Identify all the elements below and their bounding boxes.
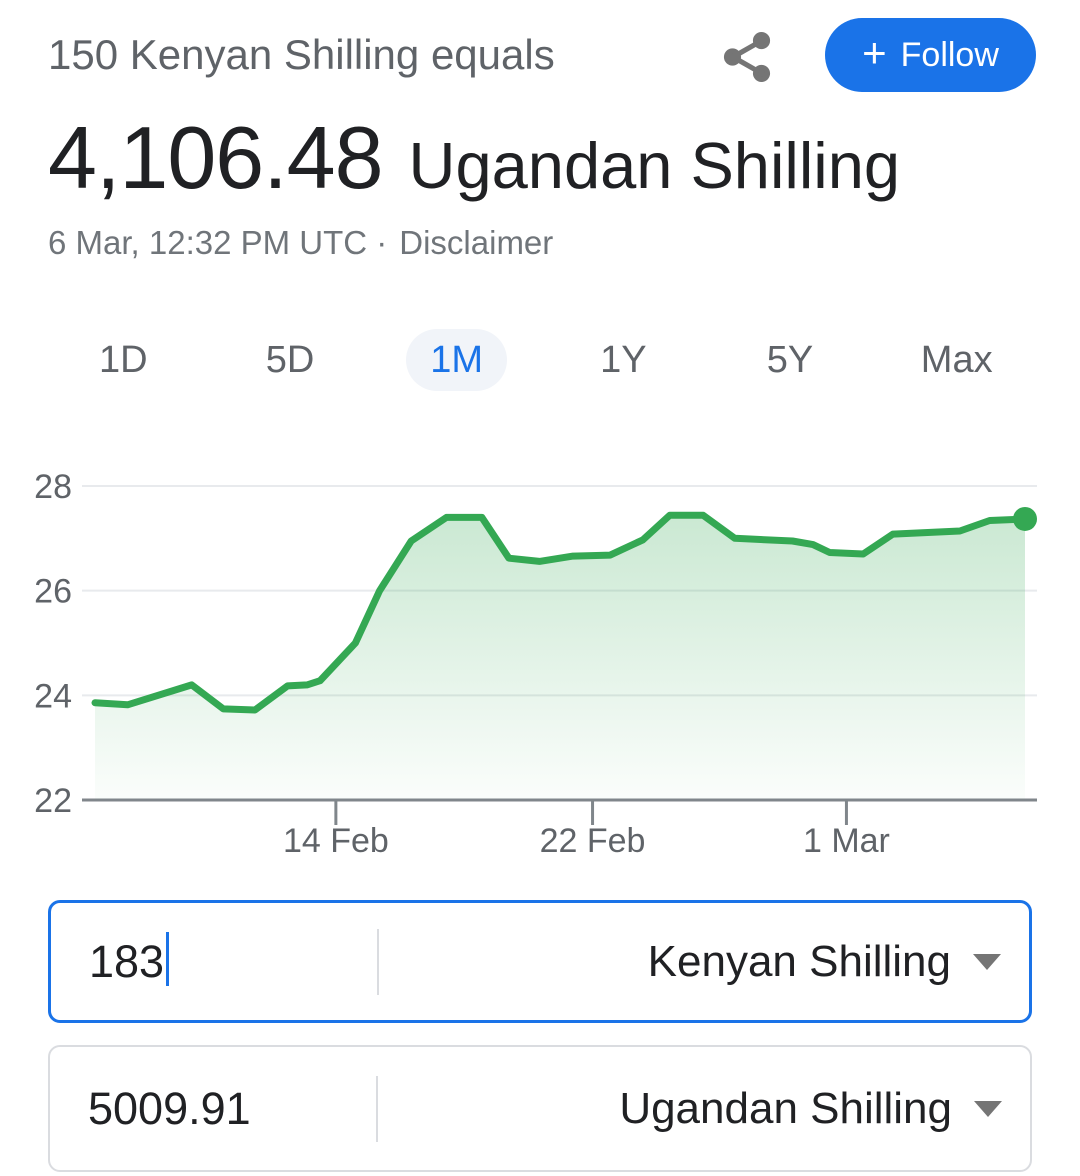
tab-5d[interactable]: 5D xyxy=(207,328,374,392)
from-amount-input[interactable]: 183 xyxy=(89,935,165,987)
x-tick-label: 22 Feb xyxy=(540,822,646,860)
plus-icon: + xyxy=(862,29,887,76)
field-divider xyxy=(377,928,379,995)
converted-currency: Ugandan Shilling xyxy=(408,129,901,202)
exchange-rate-chart[interactable]: 28 26 24 22 14 Feb 22 Feb 1 Mar xyxy=(0,450,1080,860)
converter-from-box: 183 Kenyan Shilling xyxy=(48,900,1032,1023)
tab-1m-label: 1M xyxy=(406,329,508,391)
tab-1y-label: 1Y xyxy=(600,338,647,381)
to-currency-select[interactable]: Ugandan Shilling xyxy=(619,1084,1010,1134)
dropdown-arrow-icon xyxy=(974,1100,1002,1117)
tab-max-label: Max xyxy=(920,338,993,381)
y-tick-label: 22 xyxy=(34,782,72,820)
converter-to-box: 5009.91 Ugandan Shilling xyxy=(48,1045,1032,1172)
current-point xyxy=(1013,506,1037,531)
to-currency-name: Ugandan Shilling xyxy=(619,1083,952,1133)
tab-1m[interactable]: 1M xyxy=(373,328,540,392)
y-tick-label: 28 xyxy=(34,468,72,506)
conversion-result: 4,106.48 Ugandan Shilling xyxy=(48,106,900,210)
conversion-subtitle: 150 Kenyan Shilling equals xyxy=(48,31,555,78)
timestamp-row: 6 Mar, 12:32 PM UTC · Disclaimer xyxy=(48,224,553,262)
tab-1y[interactable]: 1Y xyxy=(540,328,707,392)
tab-5d-label: 5D xyxy=(265,338,315,381)
follow-button-label: Follow xyxy=(900,35,999,74)
share-icon xyxy=(718,28,776,86)
y-tick-label: 24 xyxy=(34,677,72,715)
from-currency-name: Kenyan Shilling xyxy=(647,936,951,986)
follow-button[interactable]: + Follow xyxy=(825,18,1036,92)
disclaimer-link[interactable]: Disclaimer xyxy=(399,224,554,261)
tab-5y[interactable]: 5Y xyxy=(707,328,874,392)
tab-1d-label: 1D xyxy=(99,338,148,381)
share-button[interactable] xyxy=(714,24,780,90)
rate-chart-svg: 28 26 24 22 14 Feb 22 Feb 1 Mar xyxy=(34,468,1037,860)
to-amount-input[interactable]: 5009.91 xyxy=(88,1082,251,1134)
tab-5y-label: 5Y xyxy=(766,338,814,381)
rate-line xyxy=(91,511,1029,714)
tab-max[interactable]: Max xyxy=(873,328,1040,392)
timestamp: 6 Mar, 12:32 PM UTC · xyxy=(48,224,388,261)
x-tick-label: 1 Mar xyxy=(803,822,890,860)
y-tick-label: 26 xyxy=(34,573,72,611)
dropdown-arrow-icon xyxy=(973,953,1001,970)
time-range-tabs: 1D 5D 1M 1Y 5Y Max xyxy=(40,328,1040,392)
x-tick-label: 14 Feb xyxy=(283,822,389,860)
rate-area xyxy=(95,515,1025,800)
converted-value: 4,106.48 xyxy=(48,108,384,207)
text-cursor xyxy=(166,931,170,986)
field-divider xyxy=(376,1075,378,1142)
from-currency-select[interactable]: Kenyan Shilling xyxy=(648,937,1009,987)
tab-1d[interactable]: 1D xyxy=(40,328,207,392)
